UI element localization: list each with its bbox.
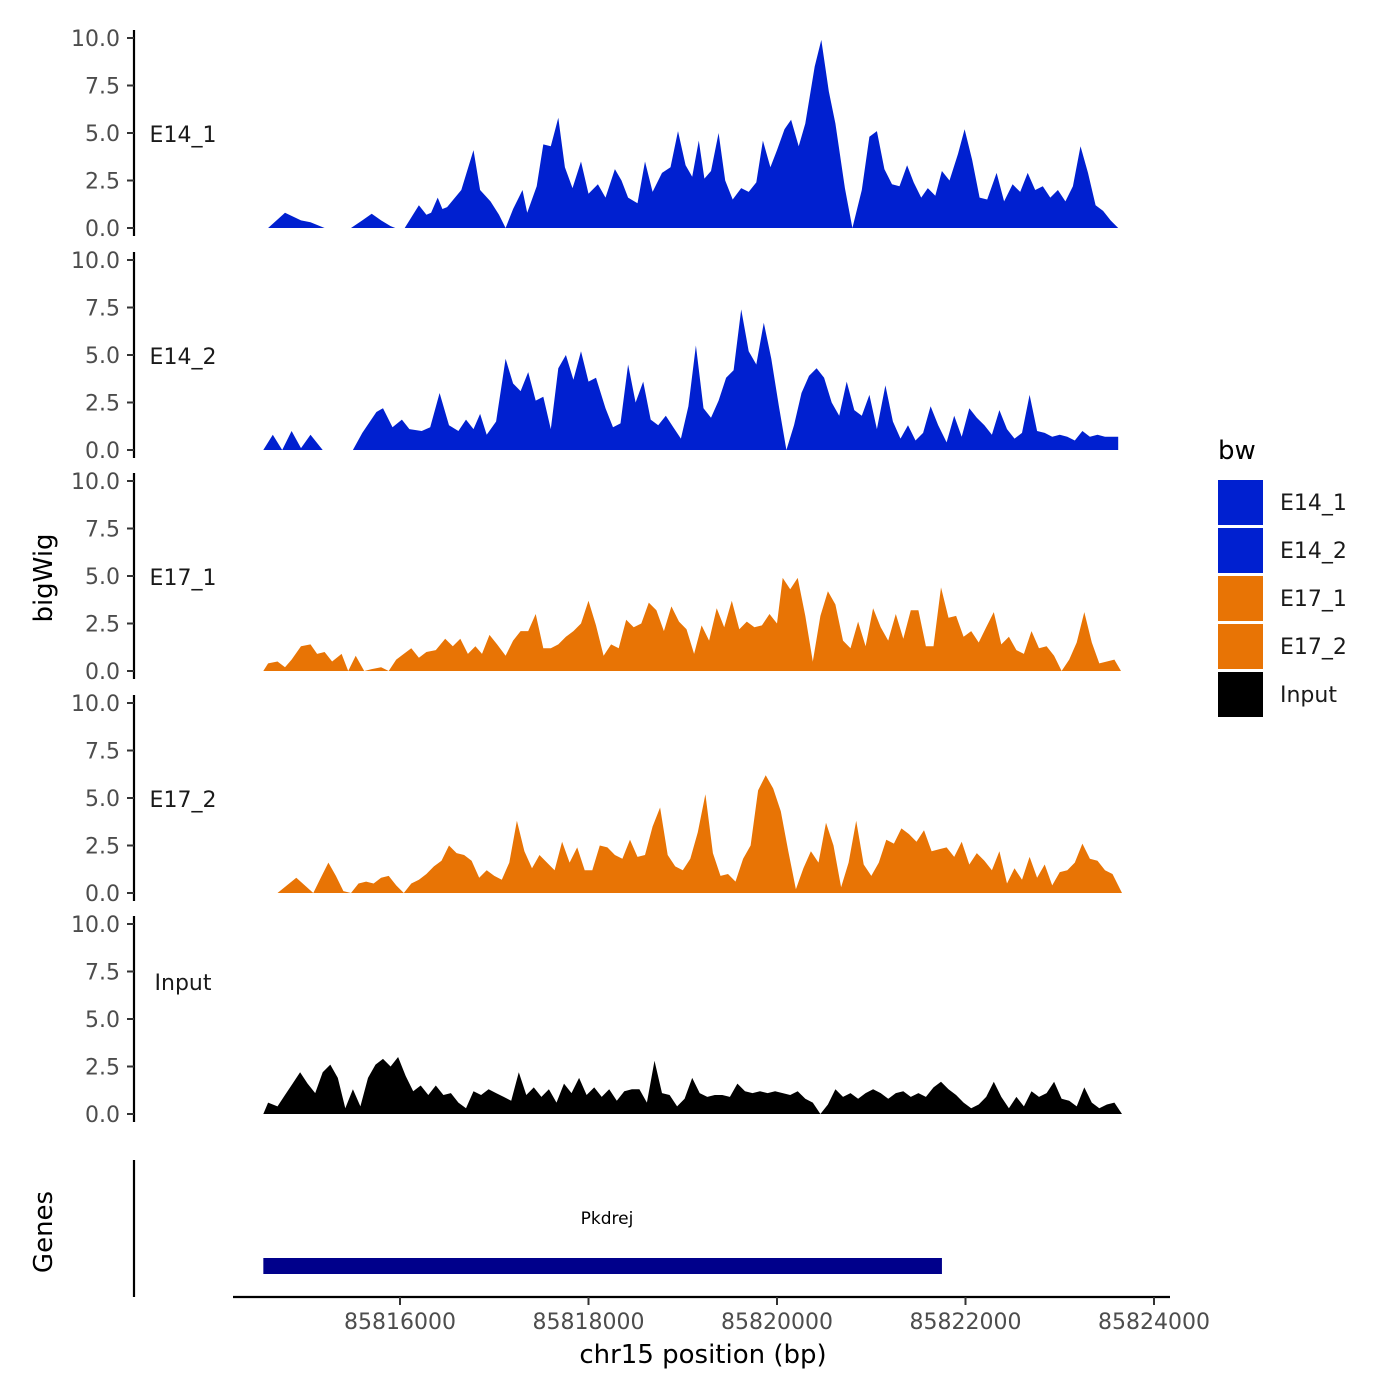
legend-label: E14_1	[1280, 491, 1347, 516]
x-axis: 85816000 85818000 85820000 85822000 85824000	[233, 1295, 1210, 1335]
gene-track: Pkdrej	[132, 1160, 942, 1297]
y-tick-label: 10.0	[71, 27, 120, 52]
y-tick-label: 5.0	[85, 122, 120, 147]
y-tick-label: 2.5	[85, 835, 120, 860]
track-label: E14_1	[150, 123, 217, 148]
y-tick-label: 2.5	[85, 613, 120, 638]
y-tick-label: 2.5	[85, 392, 120, 417]
y-tick-label: 0.0	[85, 439, 120, 464]
legend-label: Input	[1280, 683, 1337, 708]
y-tick-label: 7.5	[85, 75, 120, 100]
y-tick-label: 5.0	[85, 344, 120, 369]
x-tick-label: 85822000	[910, 1310, 1022, 1335]
y-tick-label: 7.5	[85, 297, 120, 322]
y-tick-label: 5.0	[85, 565, 120, 590]
y-tick-label: 5.0	[85, 1008, 120, 1033]
legend-label: E17_2	[1280, 635, 1347, 660]
x-axis-title: chr15 position (bp)	[579, 1340, 826, 1370]
y-tick-label: 5.0	[85, 787, 120, 812]
y-tick-label: 0.0	[85, 660, 120, 685]
track-input: 0.0 2.5 5.0 7.5 10.0 Input	[71, 913, 1122, 1128]
y-tick-label: 0.0	[85, 1103, 120, 1128]
legend-swatch	[1218, 624, 1263, 669]
track-label: E14_2	[150, 345, 217, 370]
y-tick-label: 10.0	[71, 470, 120, 495]
x-tick-label: 85824000	[1098, 1310, 1210, 1335]
signal-area-input	[263, 1057, 1122, 1114]
track-e17-2: 0.0 2.5 5.0 7.5 10.0 E17_2	[71, 692, 1122, 907]
legend-label: E17_1	[1280, 587, 1347, 612]
signal-area-e14-2	[263, 309, 1119, 450]
track-e14-2: 0.0 2.5 5.0 7.5 10.0 E14_2	[71, 249, 1119, 464]
legend: bw E14_1 E14_2 E17_1 E17_2 Input	[1218, 436, 1347, 717]
y-tick-label: 7.5	[85, 518, 120, 543]
x-tick-label: 85816000	[344, 1310, 456, 1335]
y-tick-label: 2.5	[85, 170, 120, 195]
track-e17-1: 0.0 2.5 5.0 7.5 10.0 E17_1	[71, 470, 1121, 685]
signal-area-e17-1	[263, 577, 1121, 671]
y-tick-label: 7.5	[85, 740, 120, 765]
signal-area-e17-2	[277, 775, 1122, 893]
signal-area-e14-1	[268, 39, 1119, 229]
y-tick-label: 7.5	[85, 961, 120, 986]
track-label: E17_2	[150, 788, 217, 813]
gene-label: Pkdrej	[581, 1209, 634, 1229]
x-tick-label: 85818000	[533, 1310, 645, 1335]
y-tick-label: 0.0	[85, 882, 120, 907]
x-tick-label: 85820000	[721, 1310, 833, 1335]
legend-swatch	[1218, 528, 1263, 573]
gene-bar	[263, 1258, 942, 1274]
track-label: E17_1	[150, 566, 217, 591]
y-tick-label: 2.5	[85, 1056, 120, 1081]
legend-swatch	[1218, 672, 1263, 717]
track-label: Input	[155, 971, 212, 996]
y-tick-label: 10.0	[71, 692, 120, 717]
genes-axis-title: Genes	[29, 1191, 59, 1273]
y-tick-label: 0.0	[85, 217, 120, 242]
legend-swatch	[1218, 576, 1263, 621]
legend-swatch	[1218, 480, 1263, 525]
y-tick-label: 10.0	[71, 913, 120, 938]
track-e14-1: 0.0 2.5 5.0 7.5 10.0 E14_1	[71, 27, 1119, 242]
legend-label: E14_2	[1280, 539, 1347, 564]
signal-tracks: 0.0 2.5 5.0 7.5 10.0 E14_1 0.0 2.5 5.0 7.5 10.0 E14…	[71, 27, 1122, 1128]
y-tick-label: 10.0	[71, 249, 120, 274]
legend-title: bw	[1218, 436, 1256, 466]
y-axis-title: bigWig	[29, 533, 59, 622]
